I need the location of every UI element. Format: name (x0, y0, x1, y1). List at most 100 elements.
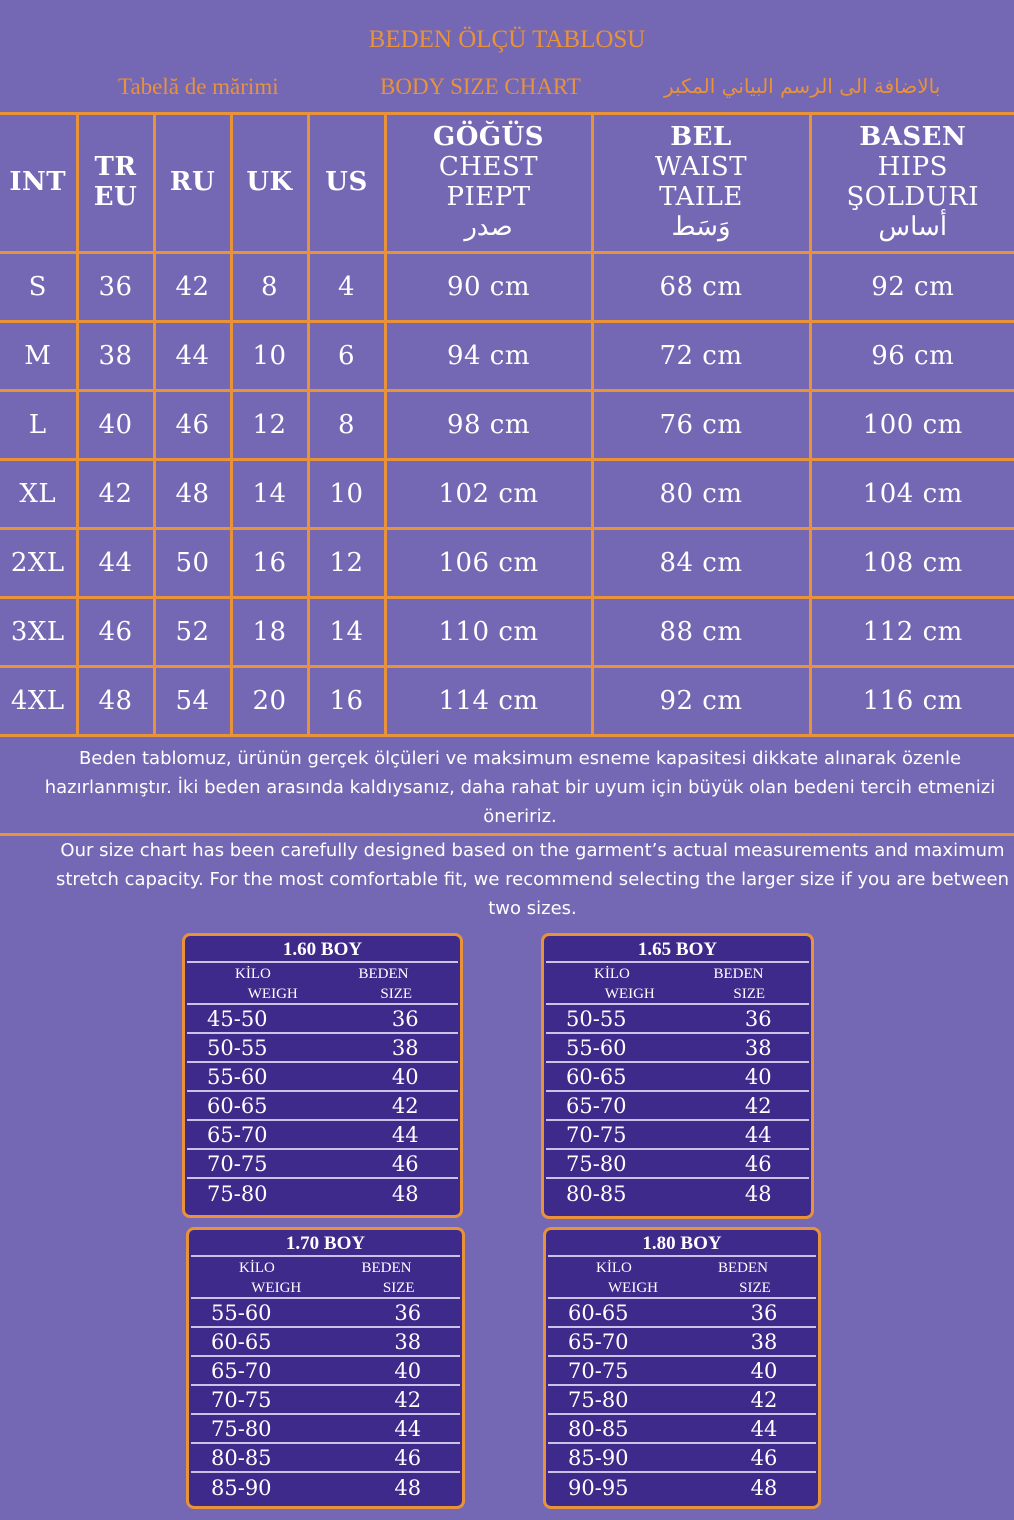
box-row: 60-65 38 (191, 1328, 460, 1357)
size-value: 44 (391, 1122, 419, 1147)
table-cell: 52 (152, 596, 233, 668)
table-cell: 10 (229, 320, 310, 392)
divider (0, 833, 1014, 836)
table-cell: 68 cm (590, 251, 812, 323)
table-cell: 8 (306, 389, 387, 461)
col-label: WEIGH (251, 1280, 302, 1296)
col-label: SIZE (380, 986, 413, 1002)
box-title: 1.80 BOY (548, 1230, 816, 1257)
table-cell: 94 cm (383, 320, 594, 392)
box-row: 50-55 38 (187, 1034, 458, 1063)
column-header: US (306, 112, 387, 254)
header-sublabel: صدر (464, 211, 513, 242)
header-label: TR (94, 152, 137, 183)
table-cell: 44 (152, 320, 233, 392)
column-header: BASEN HIPS ŞOLDURI أساس (808, 112, 1014, 254)
table-cell: 92 cm (808, 251, 1014, 323)
header-sublabel: وَسَط (671, 211, 731, 242)
table-cell: M (0, 320, 79, 392)
table-row: XL 42 48 14 10 102 cm 80 cm 104 cm (0, 458, 1014, 530)
weight-range: 45-50 (207, 1006, 268, 1031)
size-value: 44 (394, 1416, 422, 1441)
weight-range: 80-85 (568, 1416, 629, 1441)
weight-range: 55-60 (211, 1300, 272, 1325)
weight-range: 65-70 (566, 1093, 627, 1118)
table-cell: 44 (75, 527, 156, 599)
table-cell: 80 cm (590, 458, 812, 530)
size-value: 42 (391, 1093, 419, 1118)
box-row: 70-75 46 (187, 1150, 458, 1179)
table-row: 4XL 48 54 20 16 114 cm 92 cm 116 cm (0, 665, 1014, 737)
table-cell: 72 cm (590, 320, 812, 392)
table-cell: 8 (229, 251, 310, 323)
weight-range: 55-60 (207, 1064, 268, 1089)
box-row: 85-90 48 (191, 1473, 460, 1502)
table-cell: 96 cm (808, 320, 1014, 392)
size-value: 46 (750, 1445, 778, 1470)
table-cell: 12 (306, 527, 387, 599)
weight-range: 60-65 (207, 1093, 268, 1118)
subtitle-arabic: بالاضافة الى الرسم البياني المكبر (664, 74, 941, 98)
table-cell: 10 (306, 458, 387, 530)
table-cell: 6 (306, 320, 387, 392)
table-cell: 104 cm (808, 458, 1014, 530)
box-row: 45-50 36 (187, 1005, 458, 1034)
header-sublabel: HIPS (877, 152, 948, 183)
col-label: BEDEN (358, 966, 409, 982)
box-row: 65-70 38 (548, 1328, 816, 1357)
weight-range: 70-75 (207, 1151, 268, 1176)
box-header: KİLO WEIGH BEDEN SIZE (546, 963, 809, 1005)
table-cell: 3XL (0, 596, 79, 668)
header-label: RU (169, 167, 216, 198)
col-label: SIZE (733, 986, 766, 1002)
table-cell: S (0, 251, 79, 323)
header-sublabel: PIEPT (446, 182, 531, 212)
col-label: KİLO (596, 1260, 632, 1276)
size-table: INT TR EU RU UK US GÖĞÜS CHEST PIEPT صدر BEL WAIST T… (0, 112, 1014, 737)
header-label: US (325, 167, 368, 198)
page-title: BEDEN ÖLÇÜ TABLOSU (368, 26, 646, 53)
header-sublabel: CHEST (438, 152, 539, 183)
weight-range: 75-80 (211, 1416, 272, 1441)
note-english: Our size chart has been carefully design… (55, 840, 1009, 919)
column-header: RU (152, 112, 233, 254)
box-row: 75-80 46 (546, 1150, 809, 1179)
table-cell: 50 (152, 527, 233, 599)
table-cell: 106 cm (383, 527, 594, 599)
weight-size-box: 1.60 BOY KİLO WEIGH BEDEN SIZE 45-50 36 50-55 3… (182, 933, 463, 1218)
size-value: 36 (391, 1006, 419, 1031)
weight-range: 80-85 (566, 1181, 627, 1206)
table-cell: 114 cm (383, 665, 594, 737)
weight-range: 60-65 (566, 1064, 627, 1089)
header-label: GÖĞÜS (432, 122, 544, 153)
weight-range: 80-85 (211, 1445, 272, 1470)
table-cell: 116 cm (808, 665, 1014, 737)
header-sublabel: TAILE (659, 182, 743, 212)
weight-range: 75-80 (207, 1181, 268, 1206)
table-cell: 40 (75, 389, 156, 461)
table-cell: 54 (152, 665, 233, 737)
header-label: BEL (670, 122, 732, 153)
size-value: 42 (394, 1387, 422, 1412)
table-cell: 76 cm (590, 389, 812, 461)
box-row: 90-95 48 (548, 1473, 816, 1502)
weight-range: 90-95 (568, 1475, 629, 1500)
col-label: BEDEN (713, 966, 764, 982)
col-label: BEDEN (718, 1260, 768, 1276)
col-label: KİLO (235, 966, 271, 982)
box-title: 1.60 BOY (187, 936, 458, 963)
table-cell: 48 (152, 458, 233, 530)
col-label: WEIGH (604, 986, 655, 1002)
size-value: 42 (750, 1387, 778, 1412)
box-row: 85-90 46 (548, 1444, 816, 1473)
size-value: 40 (391, 1064, 419, 1089)
box-header: KİLO WEIGH BEDEN SIZE (191, 1257, 460, 1299)
weight-size-box: 1.70 BOY KİLO WEIGH BEDEN SIZE 55-60 36 60-65 3… (186, 1227, 465, 1509)
table-cell: 14 (229, 458, 310, 530)
weight-range: 55-60 (566, 1035, 627, 1060)
size-value: 42 (744, 1093, 772, 1118)
size-value: 38 (391, 1035, 419, 1060)
table-cell: 92 cm (590, 665, 812, 737)
weight-range: 75-80 (566, 1151, 627, 1176)
weight-range: 50-55 (207, 1035, 268, 1060)
